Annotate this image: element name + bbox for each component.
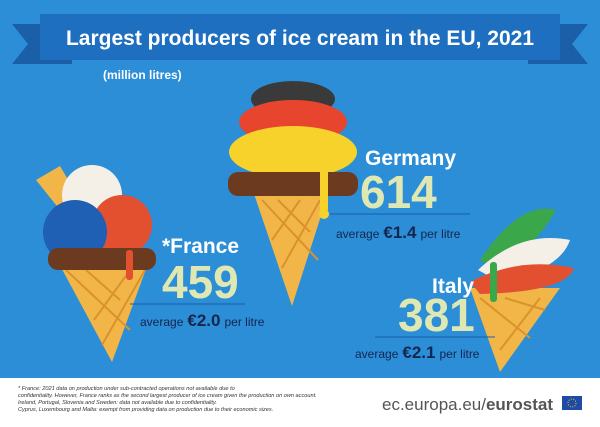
logo: ec.europa.eu/eurostat (382, 395, 553, 414)
footer (0, 378, 600, 427)
average-price: average €2.1 per litre (355, 343, 480, 362)
eu-stars (567, 398, 577, 408)
france-icecream (36, 165, 156, 362)
footnote: * France: 2021 data on production under … (18, 386, 235, 392)
average-price: average €1.4 per litre (336, 223, 461, 242)
country-label: Germany (365, 147, 456, 170)
eu-flag (562, 396, 582, 410)
footnote: Ireland, Portugal, Slovenia and Sweden: … (18, 400, 217, 406)
value: 459 (162, 256, 239, 308)
title: Largest producers of ice cream in the EU… (66, 27, 534, 50)
country-label: Italy (432, 275, 474, 298)
country-label: *France (162, 235, 239, 258)
value: 614 (360, 166, 437, 218)
title-banner (40, 14, 560, 60)
average-price: average €2.0 per litre (140, 311, 265, 330)
value: 381 (398, 289, 475, 341)
subtitle: (million litres) (103, 68, 182, 82)
germany-icecream (228, 81, 358, 306)
footnote: confidentiality. However, France ranks a… (18, 393, 317, 399)
italy-icecream (470, 208, 574, 372)
footnote: Cyprus, Luxembourg and Malta: exempt fro… (18, 407, 273, 413)
